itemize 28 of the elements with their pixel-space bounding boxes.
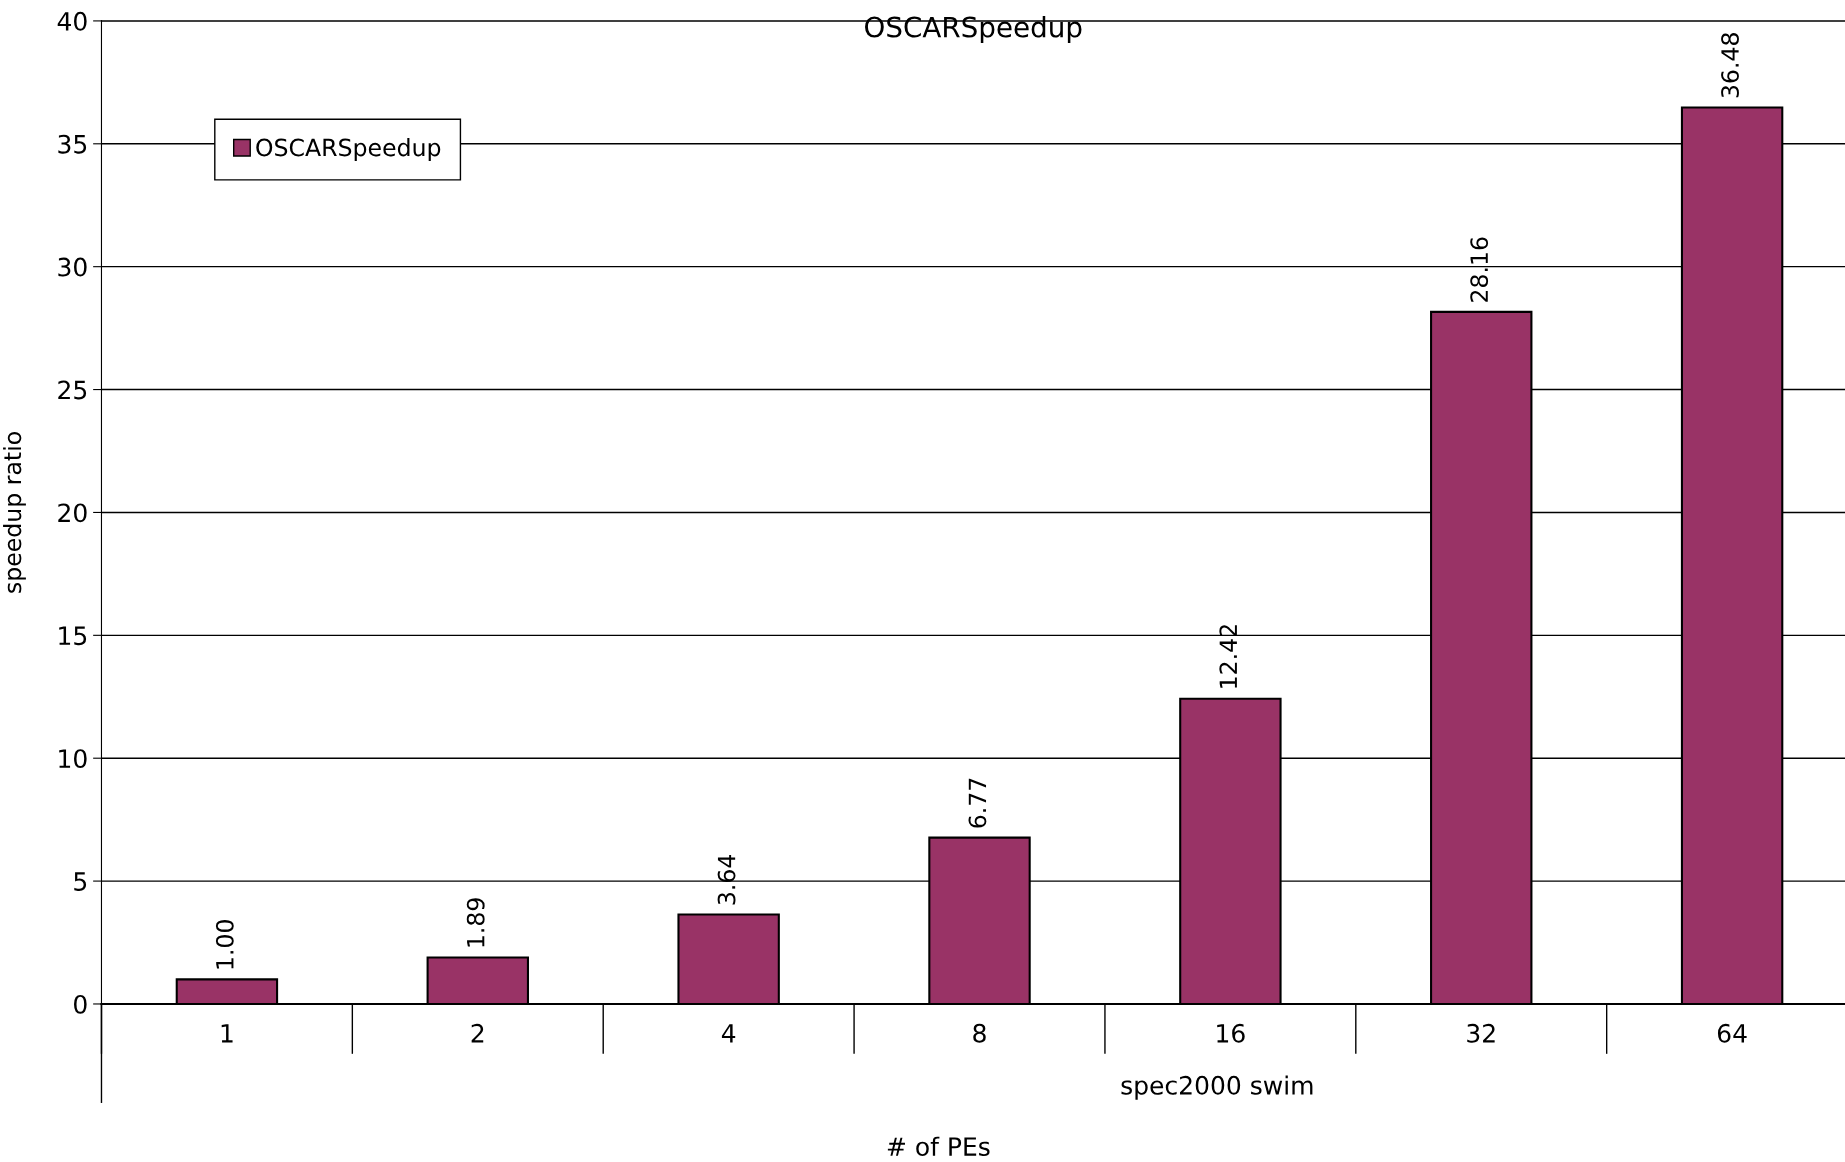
y-tick-label: 25 <box>58 380 87 400</box>
text: 6.77 <box>968 778 987 828</box>
y-tick-label: 15 <box>59 626 87 646</box>
x-tick-label: 16 <box>1217 1023 1245 1043</box>
y-tick-label: 40 <box>57 11 87 31</box>
y-tick-label: 30 <box>58 257 87 277</box>
text: 1.00 <box>215 920 234 969</box>
chart-title: OSCARSpeedup <box>865 16 1082 43</box>
text: 1.89 <box>466 898 485 947</box>
text: 28.16 <box>1470 237 1489 302</box>
y-tick-label: 20 <box>58 503 87 523</box>
x-tick-label: 1 <box>221 1024 233 1043</box>
x-tick-label: 8 <box>973 1023 986 1043</box>
y-tick-label: 10 <box>59 749 87 769</box>
x-tick-label: 32 <box>1467 1023 1495 1043</box>
text: 36.48 <box>1721 33 1739 98</box>
legend-label: OSCARSpeedup <box>256 138 441 161</box>
x-tick-label: 4 <box>721 1024 736 1043</box>
y-tick-label: 5 <box>74 872 87 891</box>
text: 12.42 <box>1219 625 1237 688</box>
text: 3.64 <box>717 854 736 905</box>
y-tick-label: 35 <box>58 134 87 154</box>
y-tick-label: 0 <box>74 994 87 1014</box>
x-tick-label: 64 <box>1717 1023 1747 1043</box>
x-tick-label: 2 <box>471 1023 484 1043</box>
x-axis-title: # of PEs <box>887 1136 990 1157</box>
y-axis-title: speedup ratio <box>3 432 26 593</box>
text: spec2000 swim <box>1121 1075 1313 1100</box>
